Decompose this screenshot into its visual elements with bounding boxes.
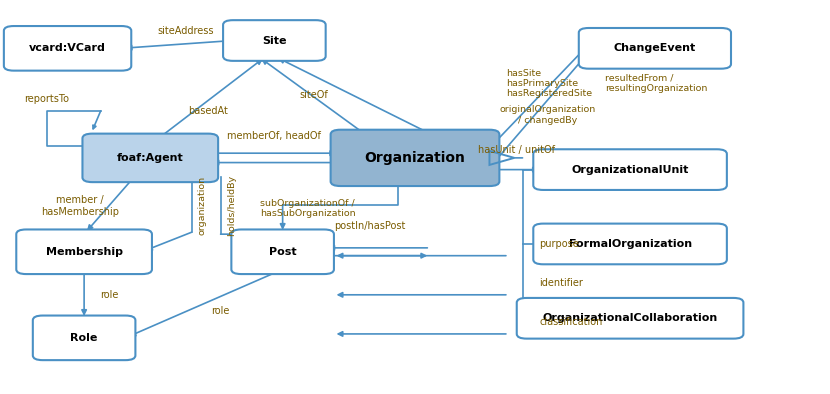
Text: Role: Role [71, 333, 98, 343]
Text: classification: classification [539, 317, 603, 327]
FancyBboxPatch shape [33, 316, 135, 360]
Text: resultedFrom /
resultingOrganization: resultedFrom / resultingOrganization [605, 74, 708, 93]
Text: identifier: identifier [539, 278, 583, 288]
FancyBboxPatch shape [330, 130, 500, 186]
Text: originalOrganization
/ changedBy: originalOrganization / changedBy [499, 105, 595, 125]
Text: hasUnit / unitOf: hasUnit / unitOf [478, 145, 554, 155]
Text: Site: Site [262, 35, 286, 46]
Text: hasSite
hasPrimarySite
hasRegisteredSite: hasSite hasPrimarySite hasRegisteredSite [506, 69, 592, 98]
Text: Post: Post [269, 247, 296, 257]
Text: holds/heldBy: holds/heldBy [227, 175, 236, 236]
FancyBboxPatch shape [82, 134, 218, 182]
FancyBboxPatch shape [534, 224, 727, 264]
Text: organization: organization [198, 176, 207, 235]
Text: siteAddress: siteAddress [157, 26, 213, 36]
FancyBboxPatch shape [517, 298, 744, 338]
Text: siteOf: siteOf [300, 90, 328, 100]
FancyBboxPatch shape [4, 26, 131, 71]
Text: Organization: Organization [364, 151, 466, 165]
Text: FormalOrganization: FormalOrganization [569, 239, 691, 249]
Text: OrganizationalCollaboration: OrganizationalCollaboration [543, 313, 718, 323]
Text: reportsTo: reportsTo [24, 94, 70, 104]
Text: memberOf, headOf: memberOf, headOf [227, 131, 321, 141]
FancyBboxPatch shape [223, 20, 325, 61]
FancyBboxPatch shape [534, 149, 727, 190]
FancyBboxPatch shape [17, 229, 152, 274]
Text: purpose: purpose [539, 239, 579, 249]
Text: role: role [212, 307, 230, 316]
Text: postIn/hasPost: postIn/hasPost [334, 221, 405, 231]
FancyBboxPatch shape [579, 28, 731, 69]
Text: foaf:Agent: foaf:Agent [117, 153, 183, 163]
Text: Membership: Membership [46, 247, 123, 257]
Text: member /
hasMembership: member / hasMembership [41, 195, 119, 217]
Text: vcard:VCard: vcard:VCard [29, 43, 106, 53]
Text: subOrganizationOf /
hasSubOrganization: subOrganizationOf / hasSubOrganization [260, 199, 355, 218]
Text: OrganizationalUnit: OrganizationalUnit [571, 165, 689, 175]
Text: role: role [100, 290, 118, 300]
Text: basedAt: basedAt [188, 106, 228, 116]
FancyBboxPatch shape [232, 229, 334, 274]
Text: ChangeEvent: ChangeEvent [613, 43, 696, 53]
